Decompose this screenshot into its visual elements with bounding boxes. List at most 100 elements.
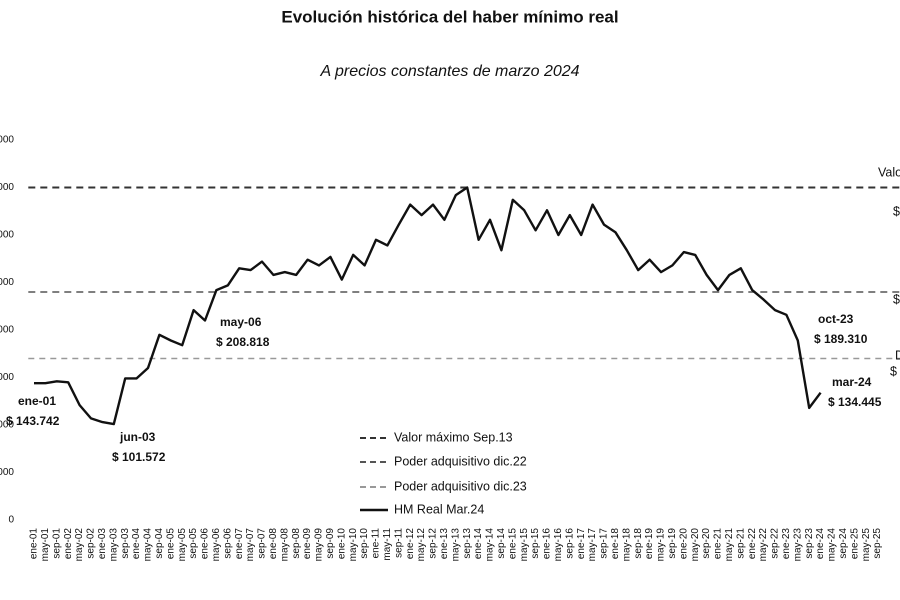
annotation-value: $ 134.445 (828, 395, 882, 409)
x-tick-label: may-03 (108, 528, 119, 562)
annotation-label: mar-24 (832, 375, 872, 389)
x-tick-label: sep-23 (804, 528, 815, 559)
x-tick-label: sep-09 (325, 528, 336, 559)
x-tick-label: sep-21 (735, 528, 746, 559)
y-tick-label: 100.000 (0, 420, 14, 431)
annotation-label: may-06 (220, 315, 262, 329)
x-tick-label: sep-17 (599, 528, 610, 559)
annotation-value: $ 101.572 (112, 450, 166, 464)
annotation-value: $ 189.310 (814, 332, 868, 346)
x-tick-label: ene-11 (371, 528, 382, 559)
x-tick-label: sep-06 (222, 528, 233, 559)
legend-label: HM Real Mar.24 (394, 502, 484, 516)
x-tick-label: may-23 (792, 528, 803, 562)
x-tick-label: sep-07 (257, 528, 268, 559)
y-tick-label: 150.000 (0, 372, 14, 383)
y-tick-label: 350.000 (0, 182, 14, 193)
x-tick-label: may-25 (861, 528, 872, 562)
x-tick-label: may-05 (177, 528, 188, 562)
x-tick-label: may-10 (348, 528, 359, 562)
annotation-label: oct-23 (818, 312, 854, 326)
x-tick-label: sep-04 (154, 528, 165, 559)
y-tick-label: 50.000 (0, 467, 14, 478)
x-tick-label: ene-09 (302, 528, 313, 560)
x-tick-label: may-16 (553, 528, 564, 562)
x-tick-label: may-24 (827, 528, 838, 562)
x-tick-label: may-13 (450, 528, 461, 562)
x-tick-label: may-07 (245, 528, 256, 562)
x-tick-label: ene-20 (678, 528, 689, 560)
right-label-fragment: $ (890, 364, 897, 378)
data-line (34, 186, 822, 426)
x-tick-label: ene-02 (63, 528, 74, 560)
x-tick-label: ene-07 (234, 528, 245, 560)
x-tick-label: may-20 (690, 528, 701, 562)
y-tick-label: 200.000 (0, 325, 14, 336)
annotation-label: jun-03 (119, 430, 156, 444)
x-tick-label: sep-05 (188, 528, 199, 559)
x-tick-label: ene-10 (336, 528, 347, 560)
x-tick-label: ene-05 (165, 528, 176, 560)
x-tick-label: ene-25 (849, 528, 860, 560)
x-tick-label: ene-14 (473, 528, 484, 560)
chart-subtitle: A precios constantes de marzo 2024 (319, 63, 579, 80)
chart-title: Evolución histórica del haber mínimo rea… (281, 7, 618, 26)
y-tick-label: 400.000 (0, 135, 14, 146)
x-tick-label: ene-06 (200, 528, 211, 560)
right-label-fragment: D (895, 348, 900, 362)
x-tick-label: ene-18 (610, 528, 621, 560)
x-tick-label: sep-14 (496, 528, 507, 559)
x-tick-label: sep-03 (120, 528, 131, 559)
x-tick-label: ene-19 (644, 528, 655, 560)
x-tick-label: sep-20 (701, 528, 712, 559)
legend-label: Poder adquisitivo dic.23 (394, 479, 527, 493)
right-label-fragment: $ (893, 204, 900, 218)
x-tick-label: ene-08 (268, 528, 279, 560)
x-tick-label: may-02 (74, 528, 85, 562)
x-tick-label: ene-04 (131, 528, 142, 560)
x-tick-label: may-06 (211, 528, 222, 562)
x-tick-label: may-15 (519, 528, 530, 562)
x-tick-label: may-17 (587, 528, 598, 562)
x-tick-label: may-12 (416, 528, 427, 562)
x-tick-label: ene-12 (405, 528, 416, 560)
x-tick-label: sep-12 (428, 528, 439, 559)
y-tick-label: 250.000 (0, 277, 14, 288)
x-tick-label: ene-22 (747, 528, 758, 560)
x-tick-label: ene-24 (815, 528, 826, 560)
x-tick-label: sep-24 (838, 528, 849, 559)
annotation-value: $ 143.742 (6, 414, 60, 428)
y-tick-label: 0 (8, 515, 14, 526)
x-tick-label: ene-01 (29, 528, 40, 560)
x-tick-label: sep-11 (393, 528, 404, 558)
x-tick-label: ene-17 (576, 528, 587, 560)
x-tick-label: sep-15 (530, 528, 541, 559)
x-tick-label: may-19 (656, 528, 667, 562)
x-tick-label: sep-08 (291, 528, 302, 559)
right-label-fragment: $ (893, 292, 900, 306)
legend-label: Poder adquisitivo dic.22 (394, 454, 527, 468)
x-tick-label: may-14 (485, 528, 496, 562)
x-tick-label: ene-16 (542, 528, 553, 560)
x-tick-label: may-21 (724, 528, 735, 562)
y-tick-label: 300.000 (0, 230, 14, 241)
x-tick-label: ene-21 (713, 528, 724, 560)
x-tick-label: ene-23 (781, 528, 792, 560)
x-tick-label: may-01 (40, 528, 51, 562)
right-label-fragment: Valo (878, 165, 900, 179)
x-tick-label: sep-22 (770, 528, 781, 559)
annotation-label: ene-01 (18, 394, 56, 408)
legend-label: Valor máximo Sep.13 (394, 430, 513, 444)
x-tick-label: sep-25 (872, 528, 883, 559)
x-tick-label: sep-18 (633, 528, 644, 559)
x-tick-label: sep-19 (667, 528, 678, 559)
x-tick-label: may-22 (758, 528, 769, 562)
x-tick-label: ene-03 (97, 528, 108, 560)
legend-box (355, 425, 550, 517)
x-tick-label: sep-01 (51, 528, 62, 559)
x-tick-label: may-11 (382, 528, 393, 561)
x-tick-label: ene-15 (507, 528, 518, 560)
x-tick-label: ene-13 (439, 528, 450, 560)
x-tick-label: may-04 (143, 528, 154, 562)
